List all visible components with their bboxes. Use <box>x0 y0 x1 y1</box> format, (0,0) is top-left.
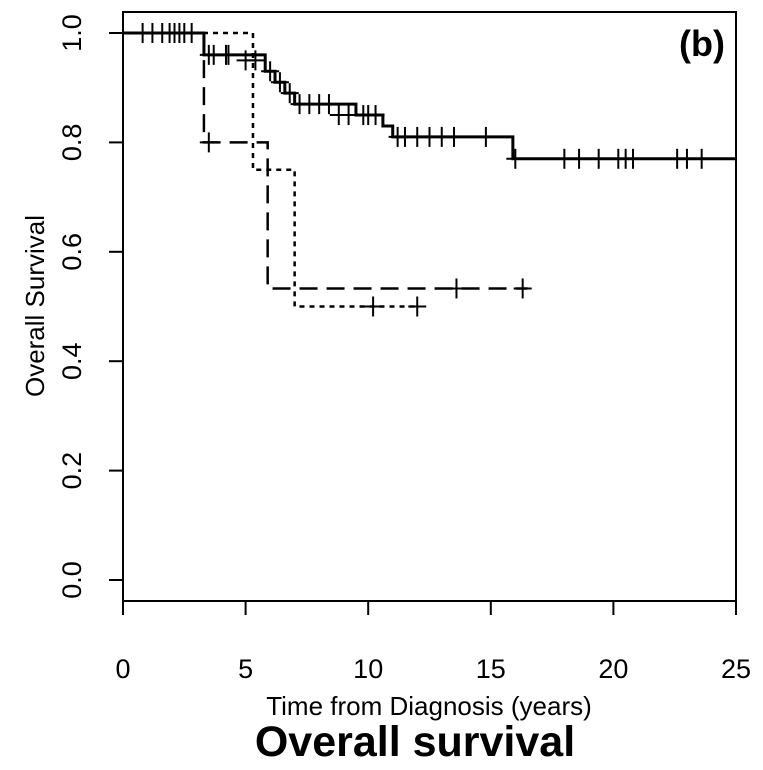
x-tick-label: 0 <box>115 654 130 684</box>
plot-frame <box>122 11 737 602</box>
x-tick-label: 20 <box>598 654 628 684</box>
chart-axes <box>109 11 737 615</box>
x-tick-label: 5 <box>238 654 253 684</box>
survival-curve-solid <box>123 31 736 161</box>
panel-label: (b) <box>679 23 725 64</box>
y-tick-label: 0.8 <box>57 124 87 162</box>
y-tick-label: 0.6 <box>57 233 87 271</box>
y-tick-label: 0.2 <box>57 452 87 490</box>
x-tick-label: 10 <box>353 654 383 684</box>
x-axis-title: Time from Diagnosis (years) <box>266 691 592 721</box>
series-solid <box>123 23 736 169</box>
y-axis-title: Overall Survival <box>20 215 50 397</box>
survival-curve-dashed <box>123 31 528 290</box>
y-tick-label: 0.0 <box>57 561 87 599</box>
y-tick-label: 0.4 <box>57 342 87 380</box>
series-dotted <box>123 31 427 317</box>
chart-labels: 0 5 10 15 20 25 0.0 0.2 0.4 0.6 0.8 1.0 Time from Di… <box>20 14 751 721</box>
x-tick-label: 15 <box>476 654 506 684</box>
y-tick-label: 1.0 <box>57 14 87 52</box>
series-dashed <box>123 31 532 299</box>
x-tick-label: 25 <box>721 654 751 684</box>
series-layer <box>123 23 736 317</box>
figure-caption: Overall survival <box>254 718 576 766</box>
